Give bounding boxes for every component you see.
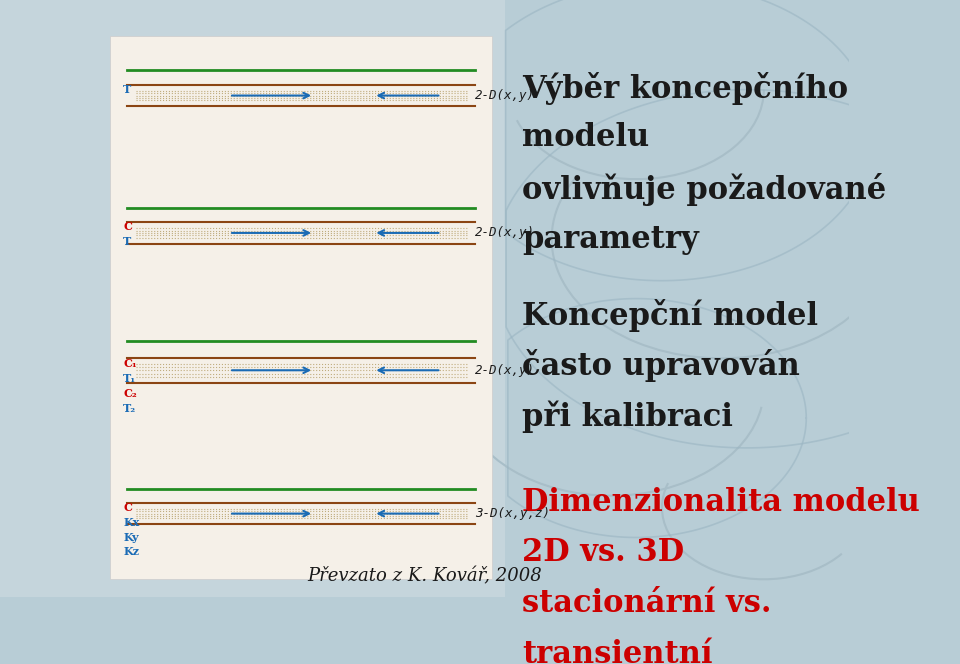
Text: 2-D(x,y): 2-D(x,y) [475, 226, 536, 240]
Text: T₂: T₂ [123, 403, 136, 414]
Text: T: T [123, 236, 132, 247]
Text: Kx: Kx [123, 517, 139, 528]
Text: C: C [123, 502, 132, 513]
FancyBboxPatch shape [110, 36, 492, 579]
Text: T₁: T₁ [123, 373, 136, 384]
Text: modelu: modelu [522, 122, 649, 153]
Text: Dimenzionalita modelu: Dimenzionalita modelu [522, 487, 920, 518]
Text: Kz: Kz [123, 546, 139, 558]
Text: parametry: parametry [522, 224, 699, 255]
Text: C₂: C₂ [123, 388, 137, 399]
Text: Výběr koncepčního: Výběr koncepčního [522, 72, 848, 105]
Text: 2-D(x,y): 2-D(x,y) [475, 364, 536, 376]
Text: Ky: Ky [123, 531, 138, 542]
Text: Koncepční model: Koncepční model [522, 299, 818, 331]
Text: C: C [123, 221, 132, 232]
Text: 2D vs. 3D: 2D vs. 3D [522, 537, 684, 568]
Text: 2-D(x,y): 2-D(x,y) [475, 89, 536, 102]
Text: často upravován: často upravován [522, 349, 800, 382]
Text: ovlivňuje požadované: ovlivňuje požadované [522, 173, 886, 207]
Text: stacionární vs.: stacionární vs. [522, 588, 772, 620]
Text: při kalibraci: při kalibraci [522, 400, 732, 433]
Text: T: T [123, 84, 132, 94]
Text: C₁: C₁ [123, 359, 137, 369]
Text: 3-D(x,y,z): 3-D(x,y,z) [475, 507, 550, 520]
Text: transientní: transientní [522, 639, 712, 664]
FancyBboxPatch shape [0, 0, 505, 597]
Text: Převzato z K. Kovář, 2008: Převzato z K. Kovář, 2008 [307, 567, 541, 585]
